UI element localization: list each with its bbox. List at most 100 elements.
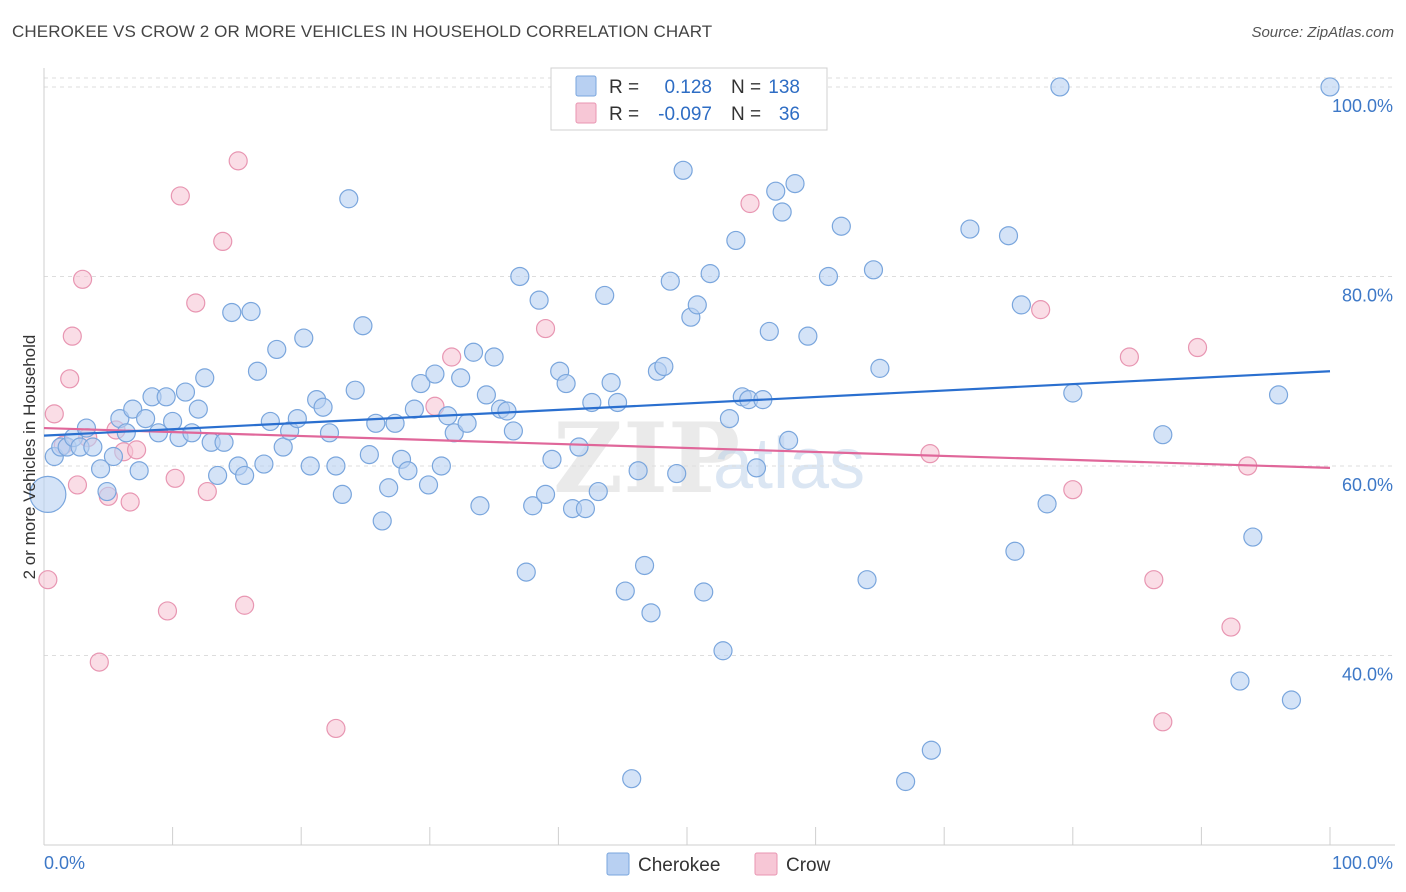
legend-r-label-cherokee: R = <box>609 77 639 98</box>
cherokee-point <box>960 219 980 239</box>
cherokee-point <box>1011 295 1031 315</box>
crow-point <box>165 468 185 488</box>
x-tick-label-max: 100.0% <box>1332 853 1393 873</box>
cherokee-point <box>921 740 941 760</box>
crow-point <box>1153 712 1173 732</box>
crow-point <box>1119 347 1139 367</box>
crow-point <box>44 404 64 424</box>
crow-point <box>67 475 88 495</box>
cherokee-trendline <box>43 370 1331 437</box>
trendlines <box>43 370 1331 469</box>
cherokee-point <box>372 511 392 531</box>
cherokee-point <box>29 475 67 514</box>
axes <box>43 68 1395 846</box>
y-tick-label: 100.0% <box>1332 96 1393 116</box>
crow-point <box>157 601 178 621</box>
cherokee-point <box>535 484 556 505</box>
cherokee-point <box>425 364 445 384</box>
crow-point <box>62 326 82 346</box>
cherokee-point <box>575 499 596 519</box>
cherokee-point <box>778 430 799 450</box>
cherokee-point <box>660 271 680 291</box>
cherokee-point <box>103 446 124 467</box>
cherokee-point <box>857 570 877 590</box>
cherokee-point <box>870 358 890 378</box>
cherokee-point <box>241 301 261 322</box>
cherokee-point <box>667 463 687 484</box>
cherokee-point <box>529 290 549 310</box>
cherokee-point <box>1320 77 1340 97</box>
correlation-legend: R = 0.128 N = 138 R = -0.097 N = 36 <box>550 67 828 131</box>
legend-swatch-crow <box>575 102 597 124</box>
cherokee-point <box>404 399 424 419</box>
y-tick-label: 60.0% <box>1342 475 1393 495</box>
cherokee-point <box>556 373 576 394</box>
series-legend-swatch-crow <box>754 852 778 876</box>
cherokee-point <box>746 458 767 478</box>
y-tick-label: 80.0% <box>1342 285 1393 305</box>
cherokee-point <box>135 408 156 429</box>
crow-point <box>170 186 190 206</box>
y-tick-labels: 100.0% 80.0% 60.0% 40.0% <box>1332 96 1393 685</box>
cherokee-point <box>123 399 143 419</box>
cherokee-point <box>542 449 562 469</box>
cherokee-point <box>319 423 340 443</box>
cherokee-point <box>267 339 287 360</box>
cherokee-point <box>1281 690 1302 710</box>
cherokee-point <box>463 342 484 362</box>
cherokee-point <box>628 461 648 481</box>
cherokee-point <box>287 408 307 429</box>
cherokee-point <box>1268 385 1289 405</box>
cherokee-point <box>798 326 818 346</box>
cherokee-point <box>260 411 280 432</box>
cherokee-point <box>294 328 314 348</box>
cherokee-point <box>175 382 196 402</box>
crow-point <box>740 193 760 214</box>
cherokee-point <box>595 285 615 306</box>
cherokee-point <box>247 361 268 381</box>
cherokee-point <box>759 321 779 342</box>
legend-r-value-cherokee: 0.128 <box>664 77 712 98</box>
cherokee-point <box>222 302 242 323</box>
crow-point <box>535 318 556 339</box>
x-tick-label-min: 0.0% <box>44 853 85 873</box>
legend-n-label-crow: N = <box>731 104 761 125</box>
crow-point <box>1221 617 1241 637</box>
cherokee-point <box>254 454 274 474</box>
crow-point <box>442 347 462 367</box>
crow-point <box>1063 480 1083 500</box>
cherokee-point <box>83 437 103 457</box>
crow-point <box>60 369 80 389</box>
legend-swatch-cherokee <box>575 75 597 97</box>
cherokee-point <box>470 496 490 516</box>
cherokee-point <box>1153 425 1173 445</box>
cherokee-point <box>163 411 183 432</box>
series-legend-label-crow: Crow <box>786 855 831 876</box>
cherokee-point <box>129 461 149 481</box>
cherokee-point <box>569 437 589 457</box>
cherokee-point <box>503 421 523 441</box>
cherokee-point <box>457 413 477 433</box>
cherokee-point <box>195 368 215 388</box>
crow-points <box>38 151 1258 739</box>
cherokee-point <box>607 392 628 413</box>
cherokee-point <box>863 260 884 280</box>
cherokee-point <box>818 266 839 287</box>
crow-point <box>126 440 147 460</box>
cherokee-point <box>831 216 851 236</box>
cherokee-point <box>345 380 365 400</box>
cherokee-point <box>188 399 208 419</box>
cherokee-point <box>998 226 1019 246</box>
cherokee-point <box>588 481 608 502</box>
crow-point <box>920 444 940 464</box>
cherokee-point <box>713 641 733 661</box>
cherokee-point <box>1063 383 1083 403</box>
cherokee-point <box>366 413 386 433</box>
series-legend-swatch-cherokee <box>606 852 630 876</box>
cherokee-point <box>208 465 228 486</box>
crow-point <box>213 231 233 252</box>
cherokee-point <box>273 437 293 457</box>
crow-trendline <box>43 426 1331 469</box>
cherokee-point <box>510 266 530 287</box>
